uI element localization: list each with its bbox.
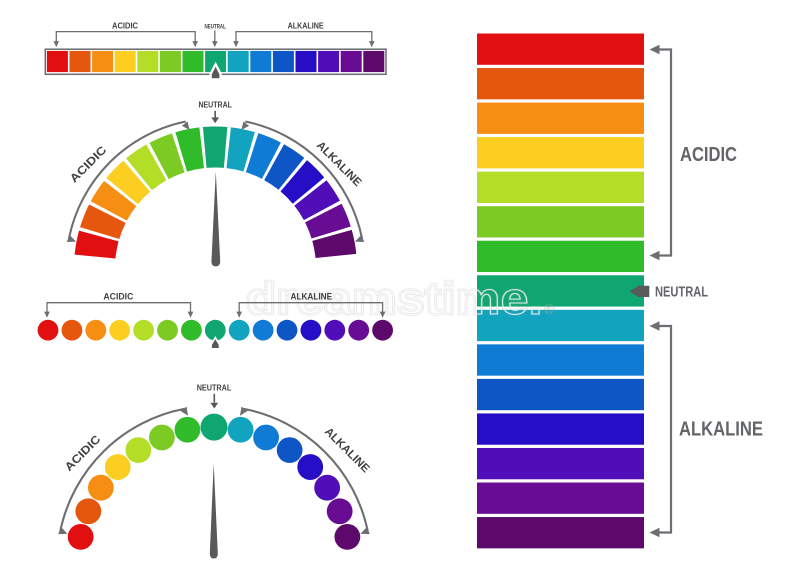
svg-text:ACIDIC: ACIDIC xyxy=(680,144,737,166)
svg-text:ACIDIC: ACIDIC xyxy=(63,434,103,474)
svg-text:NEUTRAL: NEUTRAL xyxy=(204,24,226,30)
svg-text:R: R xyxy=(546,305,552,314)
svg-text:ACIDIC: ACIDIC xyxy=(103,292,133,302)
svg-text:ALKALINE: ALKALINE xyxy=(291,292,333,302)
svg-text:dreamstime.: dreamstime. xyxy=(246,273,543,324)
svg-text:dreamstime.: dreamstime. xyxy=(246,273,543,324)
svg-text:ALKALINE: ALKALINE xyxy=(322,426,372,476)
svg-text:ACIDIC: ACIDIC xyxy=(112,22,138,31)
svg-text:NEUTRAL: NEUTRAL xyxy=(198,100,232,109)
svg-text:ACIDIC: ACIDIC xyxy=(68,144,109,185)
svg-text:ALKALINE: ALKALINE xyxy=(288,22,324,31)
svg-text:NEUTRAL: NEUTRAL xyxy=(655,285,708,301)
svg-text:NEUTRAL: NEUTRAL xyxy=(197,383,232,392)
svg-text:ALKALINE: ALKALINE xyxy=(679,418,763,441)
